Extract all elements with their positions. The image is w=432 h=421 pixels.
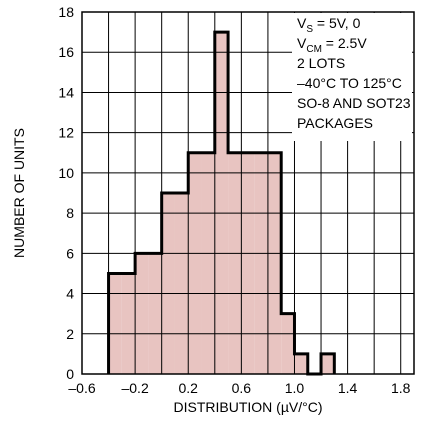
- y-tick-label: 18: [58, 4, 74, 20]
- y-axis-title: NUMBER OF UNITS: [11, 128, 27, 258]
- histogram-bar-5: [174, 193, 189, 374]
- plot-frame: [81, 11, 415, 375]
- annotation-background: [292, 13, 412, 141]
- y-tick-label: 14: [58, 84, 74, 100]
- histogram-bar-6: [188, 152, 202, 374]
- histogram-bar-12: [267, 152, 282, 374]
- histogram-outline: [107, 30, 336, 376]
- x-tick-label: 1.8: [391, 380, 411, 396]
- histogram-bar-11: [254, 152, 268, 374]
- x-tick-label: –0.2: [121, 380, 148, 396]
- x-tick-label: 1.4: [338, 380, 358, 396]
- y-tick-label: 16: [58, 44, 74, 60]
- x-tick-labels: –0.6 –0.2 0.2 0.6 1.0 1.4 1.8: [68, 380, 410, 396]
- histogram-bars: [108, 32, 335, 374]
- histogram-bar-10: [241, 152, 255, 374]
- x-tick-label: 0.6: [232, 380, 252, 396]
- annotation-line-5: PACKAGES: [297, 115, 373, 131]
- annotation-line-0: VS = 5V, 0: [297, 15, 361, 35]
- histogram-bar-4: [161, 193, 175, 374]
- annotation-line-4: SO-8 AND SOT23: [297, 95, 411, 111]
- histogram-bar-14: [294, 353, 308, 374]
- histogram-bar-7: [201, 152, 215, 374]
- histogram-bar-2: [135, 253, 149, 374]
- y-tick-label: 0: [66, 366, 74, 382]
- annotation-line-1: VCM = 2.5V: [297, 35, 367, 55]
- histogram-bar-9: [228, 152, 242, 374]
- y-tick-label: 10: [58, 165, 74, 181]
- y-tick-label: 4: [66, 286, 74, 302]
- y-tick-label: 8: [66, 205, 74, 221]
- y-tick-label: 2: [66, 326, 74, 342]
- y-tick-labels: 0 2 4 6 8 10 12 14 16 18: [58, 4, 74, 382]
- histogram-bar-13: [281, 313, 295, 374]
- histogram-bar-1: [121, 273, 136, 374]
- y-tick-label: 6: [66, 245, 74, 261]
- x-tick-label: –0.6: [68, 380, 95, 396]
- annotation-line-3: –40°C TO 125°C: [297, 75, 402, 91]
- x-axis-title: DISTRIBUTION (µV/°C): [174, 399, 323, 415]
- histogram-bar-0: [108, 273, 122, 374]
- x-tick-label: 0.2: [179, 380, 199, 396]
- annotation-line-2: 2 LOTS: [297, 55, 345, 71]
- x-tick-label: 1.0: [285, 380, 305, 396]
- histogram-bar-16: [321, 353, 335, 374]
- histogram-bar-8: [214, 32, 229, 374]
- y-tick-label: 12: [58, 125, 74, 141]
- histogram-bar-3: [148, 253, 162, 374]
